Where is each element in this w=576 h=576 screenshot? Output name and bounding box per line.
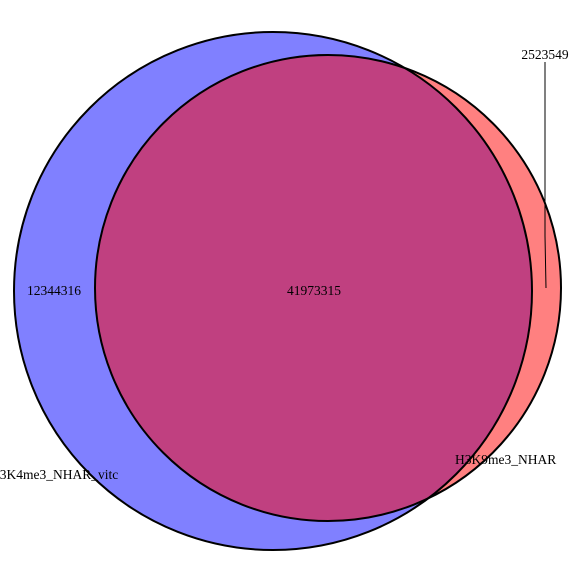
set-a-label: H3K4me3_NHAR_vitc: [0, 467, 118, 482]
set-a-outline: [13, 31, 533, 551]
set-a-only-count: 12344316: [27, 283, 81, 298]
set-b-label: H3K9me3_NHAR: [455, 452, 556, 467]
intersection-region: [95, 55, 532, 521]
set-b-only-count: 2523549: [521, 47, 569, 62]
set-b-only-leader-line: [544, 62, 547, 289]
intersection-count: 41973315: [287, 283, 341, 298]
set-b-outline: [94, 54, 562, 522]
